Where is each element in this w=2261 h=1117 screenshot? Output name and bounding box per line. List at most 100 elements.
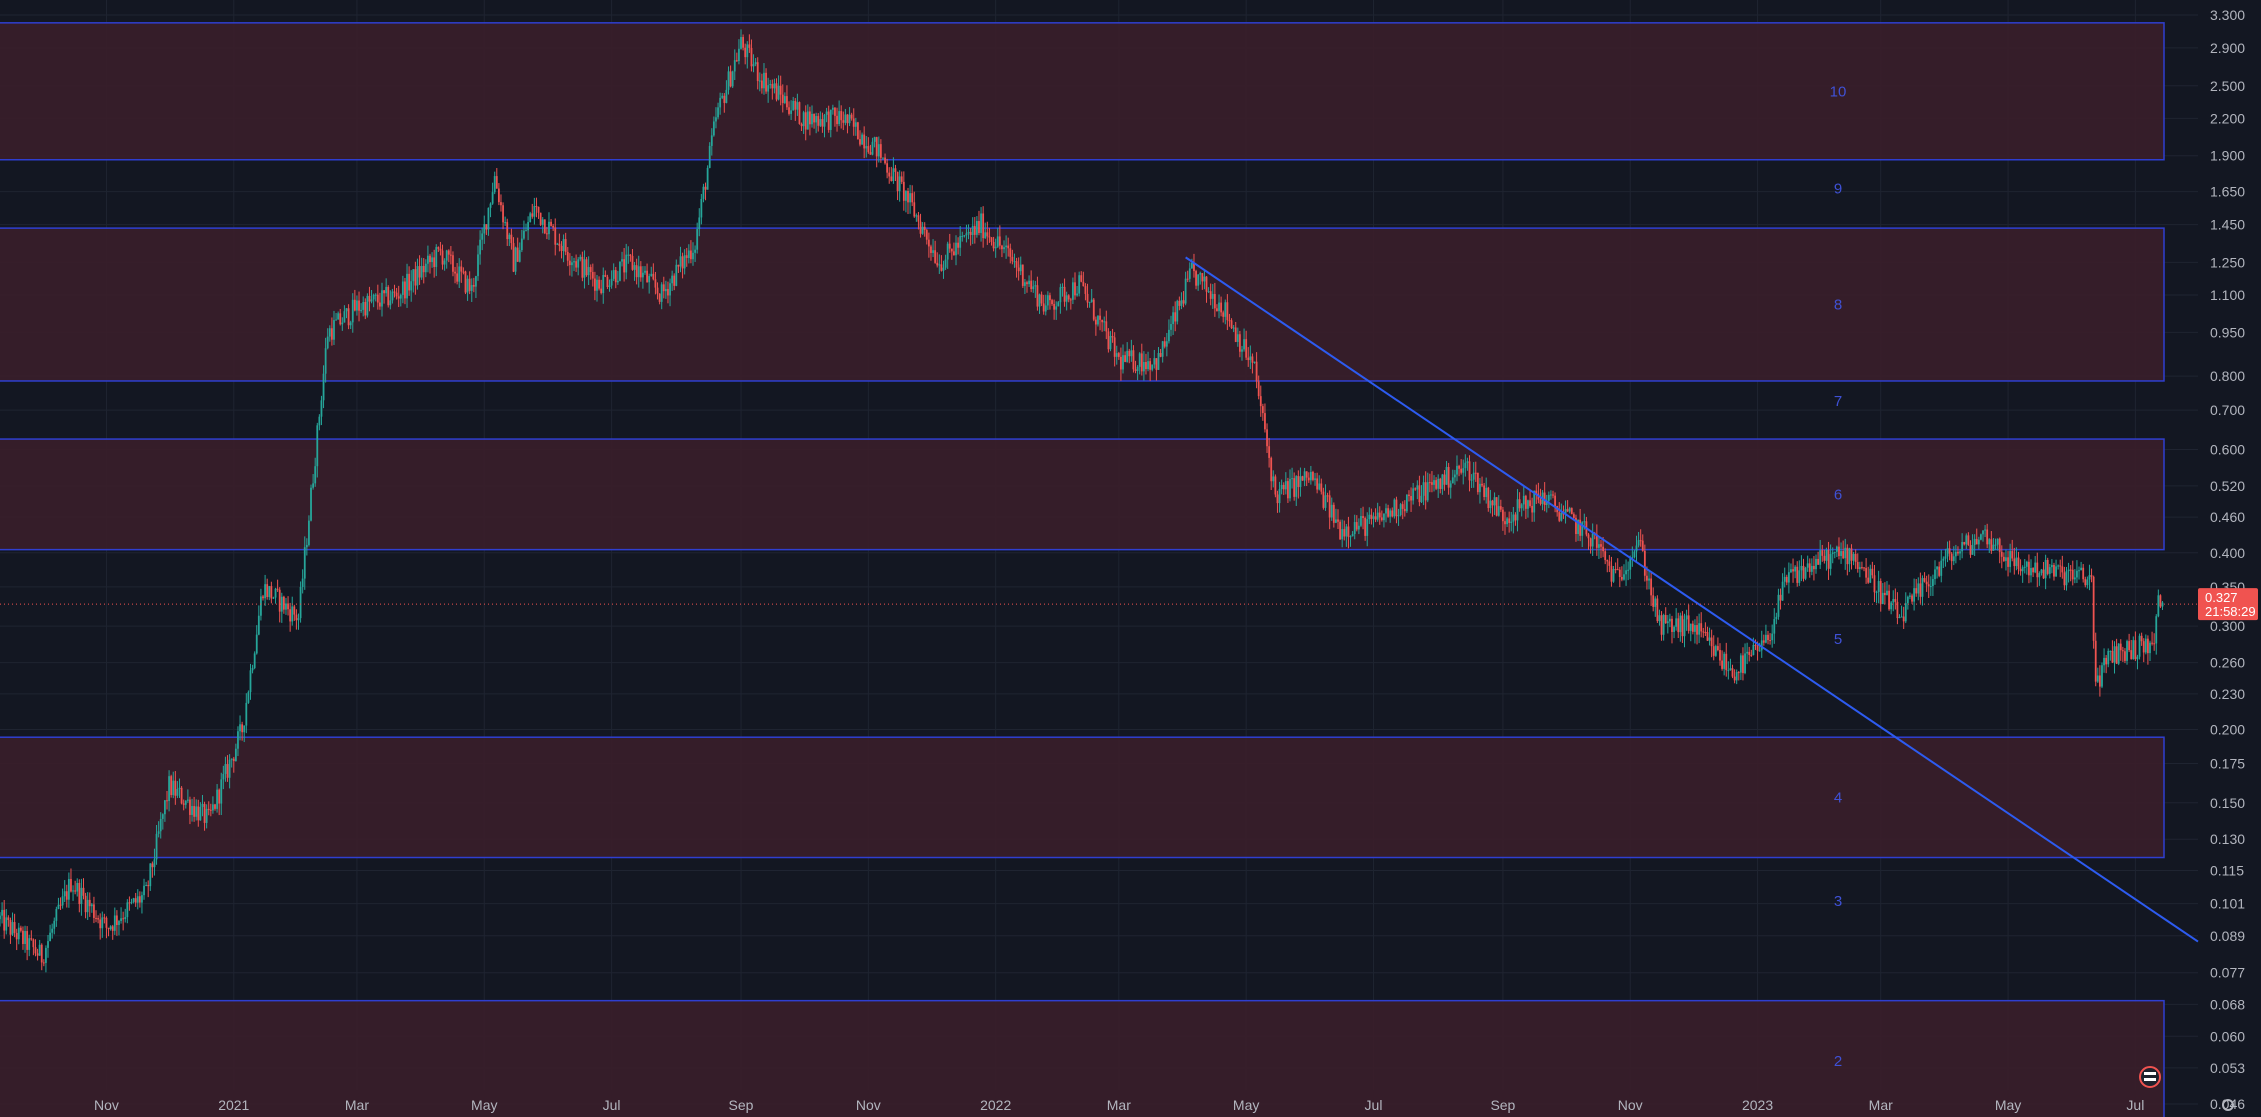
- candle-body: [877, 144, 880, 157]
- candle-body: [2161, 602, 2164, 607]
- candle-body: [1677, 618, 1680, 633]
- candle-body: [285, 603, 287, 610]
- candle-body: [1635, 545, 1638, 552]
- candle-body: [164, 800, 166, 815]
- x-tick-label: Sep: [729, 1097, 754, 1113]
- candle-body: [241, 724, 244, 733]
- trendline-group[interactable]: [1185, 256, 2199, 943]
- candle-body: [1648, 578, 1650, 581]
- candle-body: [115, 915, 118, 926]
- candle-body: [959, 236, 962, 248]
- candle-body: [1512, 514, 1515, 522]
- zone-6[interactable]: [0, 438, 2165, 551]
- price-axis[interactable]: 3.300 2.900 2.500 2.200 1.900 1.650 1.450 1.250…: [2210, 7, 2245, 1112]
- candle-body: [1264, 413, 1266, 430]
- candle-body: [1610, 565, 1613, 582]
- time-axis[interactable]: Nov 2021 Mar May Jul Sep Nov 2022 Mar May Jul Sep No…: [94, 1097, 2144, 1113]
- candle-body: [1527, 500, 1529, 509]
- candle-body: [1612, 569, 1615, 582]
- candle-body: [827, 111, 830, 130]
- candle-body: [1, 909, 3, 916]
- candle-body: [1952, 556, 1955, 562]
- candle-body: [1954, 551, 1957, 557]
- candle-body: [1074, 282, 1076, 296]
- candle-body: [1251, 356, 1254, 363]
- candle-body: [596, 279, 598, 291]
- candle-body: [1408, 494, 1410, 497]
- candle-body: [418, 266, 421, 278]
- candle-body: [717, 107, 719, 118]
- candle-body: [2159, 595, 2162, 607]
- candle-body: [612, 270, 615, 279]
- candle-body: [1188, 268, 1191, 279]
- candle-body: [558, 243, 561, 246]
- candle-body: [1794, 566, 1797, 572]
- trendline[interactable]: [1185, 256, 2199, 943]
- candle-body: [1616, 569, 1619, 571]
- candle-body: [429, 255, 431, 263]
- candle-body: [1136, 366, 1139, 371]
- candle-body: [531, 213, 534, 217]
- candle-body: [1309, 471, 1312, 481]
- flag-icon[interactable]: [2139, 1066, 2161, 1088]
- candle-body: [1218, 302, 1220, 312]
- candle-body: [201, 803, 204, 807]
- candle-body: [1324, 495, 1327, 508]
- candles: [0, 29, 2164, 973]
- candle-body: [1675, 618, 1678, 627]
- candle-body: [1168, 329, 1170, 342]
- candle-body: [1001, 245, 1003, 250]
- candle-body: [1875, 591, 1878, 593]
- candle-body: [1184, 278, 1187, 304]
- candle-body: [2147, 638, 2149, 654]
- candle-body: [675, 264, 678, 286]
- candle-body: [1942, 558, 1945, 561]
- candle-body: [1418, 485, 1421, 503]
- candle-body: [2009, 551, 2012, 567]
- candle-body: [2013, 558, 2016, 567]
- zone-2[interactable]: [0, 999, 2165, 1117]
- candle-body: [738, 48, 740, 62]
- zone-10[interactable]: [0, 22, 2165, 161]
- candle-body: [2021, 567, 2024, 572]
- candle-body: [1522, 495, 1525, 505]
- candle-body: [1328, 495, 1331, 518]
- candle-body: [1748, 651, 1751, 655]
- candle-body: [1531, 505, 1534, 513]
- zone-label-7: 7: [1834, 393, 1842, 410]
- candle-body: [2082, 567, 2085, 580]
- candle-body: [1533, 490, 1536, 513]
- candle-body: [752, 64, 755, 67]
- candle-body: [863, 134, 866, 149]
- candle-body: [702, 186, 705, 199]
- candle-body: [1464, 462, 1467, 469]
- candle-body: [1723, 653, 1726, 669]
- candle-body: [911, 193, 914, 203]
- candle-body: [1072, 282, 1074, 300]
- candle-body: [815, 116, 818, 123]
- candle-body: [466, 278, 469, 293]
- candle-body: [26, 931, 29, 950]
- candle-body: [1986, 529, 1989, 545]
- candle-body: [360, 309, 363, 311]
- candle-body: [1339, 521, 1341, 540]
- candle-body: [1909, 595, 1911, 597]
- candle-body: [1823, 555, 1826, 561]
- candle-body: [1863, 567, 1865, 569]
- candle-body: [1360, 516, 1362, 526]
- candle-body: [1842, 551, 1845, 559]
- candle-body: [1591, 533, 1594, 547]
- candle-body: [1385, 508, 1387, 514]
- settings-icon[interactable]: [2222, 1099, 2234, 1111]
- candle-body: [1554, 495, 1556, 507]
- candle-body: [915, 215, 918, 217]
- candle-body: [1904, 603, 1907, 622]
- candle-body: [602, 274, 605, 294]
- candle-body: [1898, 617, 1901, 619]
- candle-body: [1276, 494, 1279, 504]
- candle-body: [1742, 655, 1744, 674]
- candle-body: [1126, 350, 1129, 362]
- candle-body: [610, 278, 613, 286]
- zone-4[interactable]: [0, 736, 2165, 859]
